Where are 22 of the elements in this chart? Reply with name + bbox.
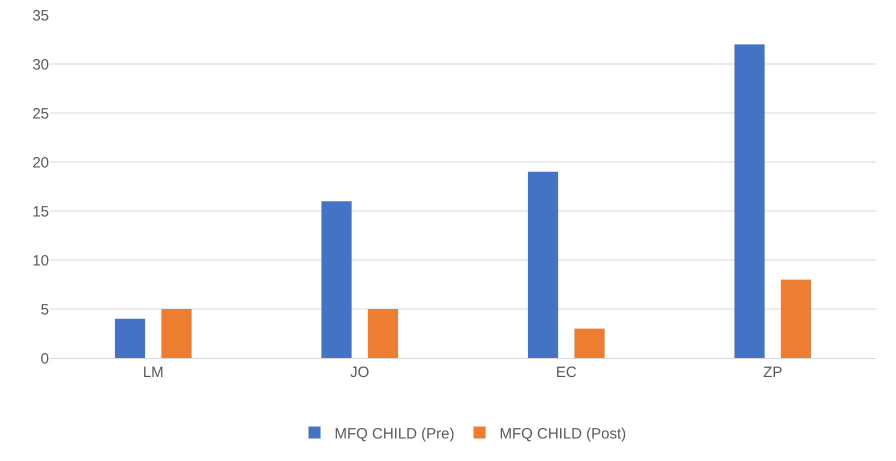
bar <box>574 328 605 358</box>
bar <box>368 309 398 358</box>
y-tick-label: 35 <box>32 7 49 24</box>
y-tick-label: 5 <box>40 301 49 318</box>
y-tick-label: 15 <box>32 203 49 220</box>
y-tick-label: 30 <box>32 56 49 74</box>
y-tick-label: 0 <box>40 350 49 368</box>
x-tick-label: EC <box>556 364 577 381</box>
legend-label: MFQ CHILD (Post) <box>500 425 626 442</box>
bar <box>114 318 146 358</box>
y-tick-label: 25 <box>32 105 49 122</box>
bar <box>161 309 192 358</box>
bar <box>734 44 765 358</box>
y-tick-label: 20 <box>32 154 49 172</box>
bar <box>528 172 558 358</box>
x-tick-label: LM <box>142 364 164 381</box>
x-tick-label: ZP <box>763 364 782 381</box>
y-tick-label: 10 <box>32 252 49 270</box>
legend-label: MFQ CHILD (Pre) <box>334 425 455 442</box>
bar <box>321 201 352 358</box>
x-tick-label: JO <box>350 364 370 381</box>
bar <box>780 280 812 358</box>
